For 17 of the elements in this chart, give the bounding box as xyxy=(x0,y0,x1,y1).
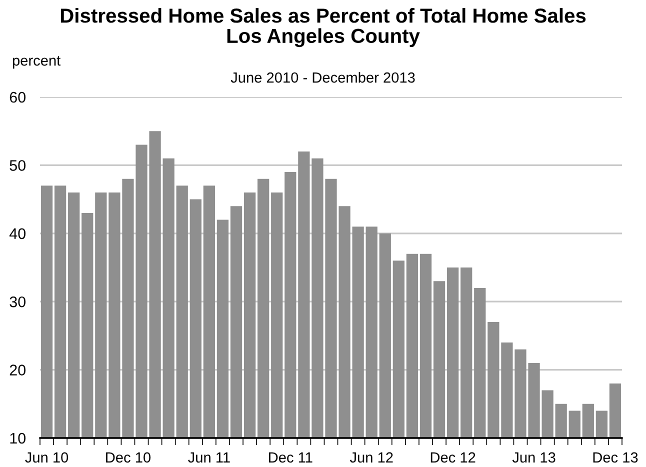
y-tick-label: 60 xyxy=(10,92,26,103)
x-tick-label: Jun 10 xyxy=(25,452,68,463)
chart-subtitle: June 2010 - December 2013 xyxy=(230,72,415,83)
y-tick-label: 20 xyxy=(10,364,26,376)
x-tick-label: Dec 11 xyxy=(269,452,312,463)
y-tick-label: 40 xyxy=(9,228,26,240)
y-tick-label: 50 xyxy=(10,160,26,171)
y-axis-title: percent xyxy=(12,56,61,69)
x-tick-label: Jun 12 xyxy=(350,452,393,463)
x-tick-label: Jun 13 xyxy=(512,452,556,463)
y-tick-label: 30 xyxy=(10,296,26,308)
x-tick-label: Dec 10 xyxy=(106,452,151,463)
chart-title: Distressed Home Sales as Percent of Total Home Sales Los Angeles County xyxy=(60,8,586,48)
x-tick-label: Jun 11 xyxy=(188,452,230,463)
x-tick-label: Dec 12 xyxy=(430,452,476,463)
y-tick-label: 10 xyxy=(10,432,26,444)
x-tick-label: Dec 13 xyxy=(593,452,638,463)
